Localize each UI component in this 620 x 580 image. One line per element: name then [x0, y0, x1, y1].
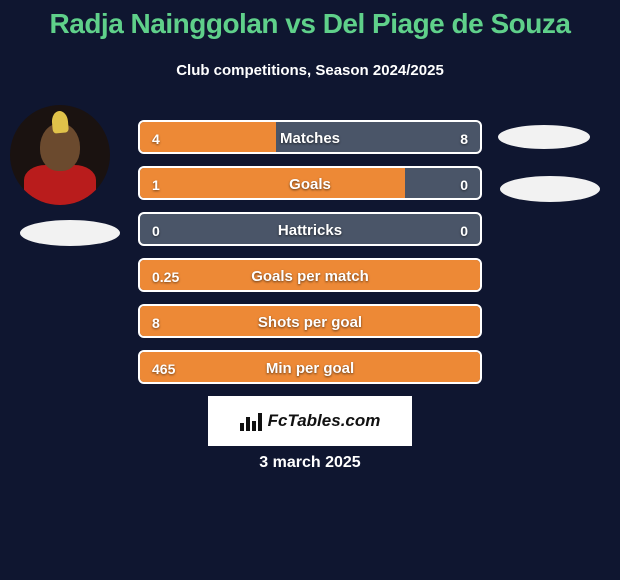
stat-label: Goals	[140, 168, 480, 200]
accent-ellipse-right-2	[500, 176, 600, 202]
stat-row: 00Hattricks	[138, 212, 482, 246]
stat-row: 10Goals	[138, 166, 482, 200]
fctables-logo: FcTables.com	[208, 396, 412, 446]
comparison-card: Radja Nainggolan vs Del Piage de Souza C…	[0, 0, 620, 580]
stat-label: Shots per goal	[140, 306, 480, 338]
logo-text: FcTables.com	[268, 411, 381, 431]
stat-row: 0.25Goals per match	[138, 258, 482, 292]
stat-label: Goals per match	[140, 260, 480, 292]
stat-row: 8Shots per goal	[138, 304, 482, 338]
player-left-avatar	[10, 105, 110, 205]
page-title: Radja Nainggolan vs Del Piage de Souza	[0, 8, 620, 40]
date-label: 3 march 2025	[0, 454, 620, 472]
stat-bars: 48Matches 10Goals 00Hattricks 0.25Goals per…	[138, 120, 482, 384]
stat-row: 48Matches	[138, 120, 482, 154]
accent-ellipse-left	[20, 220, 120, 246]
stat-label: Hattricks	[140, 214, 480, 246]
barchart-icon	[240, 411, 262, 431]
stat-row: 465Min per goal	[138, 350, 482, 384]
stat-label: Matches	[140, 122, 480, 154]
stat-label: Min per goal	[140, 352, 480, 384]
subtitle: Club competitions, Season 2024/2025	[0, 62, 620, 79]
accent-ellipse-right-1	[498, 125, 590, 149]
